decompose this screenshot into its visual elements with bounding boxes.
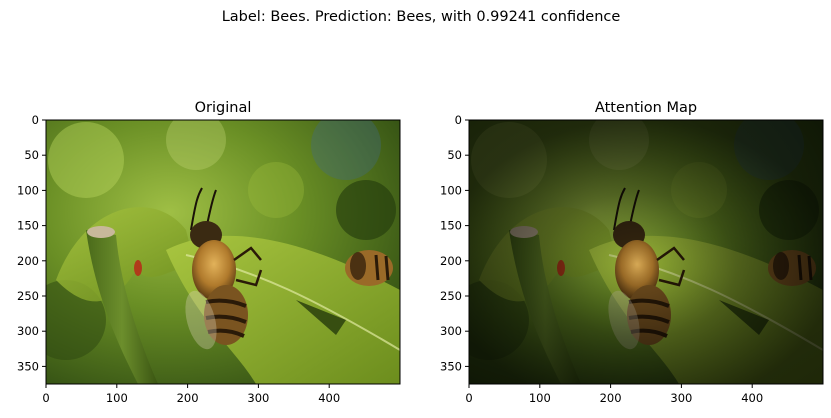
x-tick-label: 0 bbox=[42, 391, 49, 405]
x-tick-label: 100 bbox=[106, 391, 128, 405]
x-tick-label: 300 bbox=[670, 391, 692, 405]
x-tick-label: 300 bbox=[247, 391, 269, 405]
panel-title-original: Original bbox=[195, 100, 252, 116]
panel-original: Original 0 100 200 300 400 0 50 100 150 200 250 300… bbox=[17, 100, 401, 405]
attention-image bbox=[469, 120, 823, 384]
figure-suptitle: Label: Bees. Prediction: Bees, with 0.99… bbox=[222, 9, 621, 25]
x-tick-label: 400 bbox=[741, 391, 763, 405]
panel-title-attention-map: Attention Map bbox=[595, 100, 697, 116]
y-tick-label: 0 bbox=[32, 113, 39, 127]
y-tick-label: 300 bbox=[440, 324, 462, 338]
x-tick-label: 100 bbox=[529, 391, 551, 405]
y-tick-label: 150 bbox=[440, 219, 462, 233]
y-tick-label: 300 bbox=[17, 324, 39, 338]
y-tick-label: 200 bbox=[440, 254, 462, 268]
y-tick-label: 250 bbox=[440, 289, 462, 303]
y-tick-label: 100 bbox=[17, 183, 39, 197]
panel-attention-map: Attention Map 0 100 200 300 400 0 50 100 150 200 2… bbox=[440, 100, 824, 405]
y-tick-label: 150 bbox=[17, 219, 39, 233]
x-tick-label: 400 bbox=[318, 391, 340, 405]
y-tick-label: 0 bbox=[455, 113, 462, 127]
x-tick-label: 200 bbox=[177, 391, 199, 405]
x-tick-label: 0 bbox=[465, 391, 472, 405]
y-tick-label: 350 bbox=[17, 359, 39, 373]
axes-attention-map: 0 100 200 300 400 0 50 100 150 200 250 300 350 bbox=[440, 113, 763, 405]
y-tick-label: 50 bbox=[447, 148, 462, 162]
x-tick-label: 200 bbox=[600, 391, 622, 405]
y-tick-label: 100 bbox=[440, 183, 462, 197]
y-tick-label: 250 bbox=[17, 289, 39, 303]
y-tick-label: 350 bbox=[440, 359, 462, 373]
axes-original: 0 100 200 300 400 0 50 100 150 200 250 300 350 bbox=[17, 113, 340, 405]
axes-frame-attention-map bbox=[468, 119, 824, 385]
original-image bbox=[46, 120, 400, 384]
axes-frame-original bbox=[45, 119, 401, 385]
y-tick-label: 50 bbox=[24, 148, 39, 162]
y-tick-label: 200 bbox=[17, 254, 39, 268]
